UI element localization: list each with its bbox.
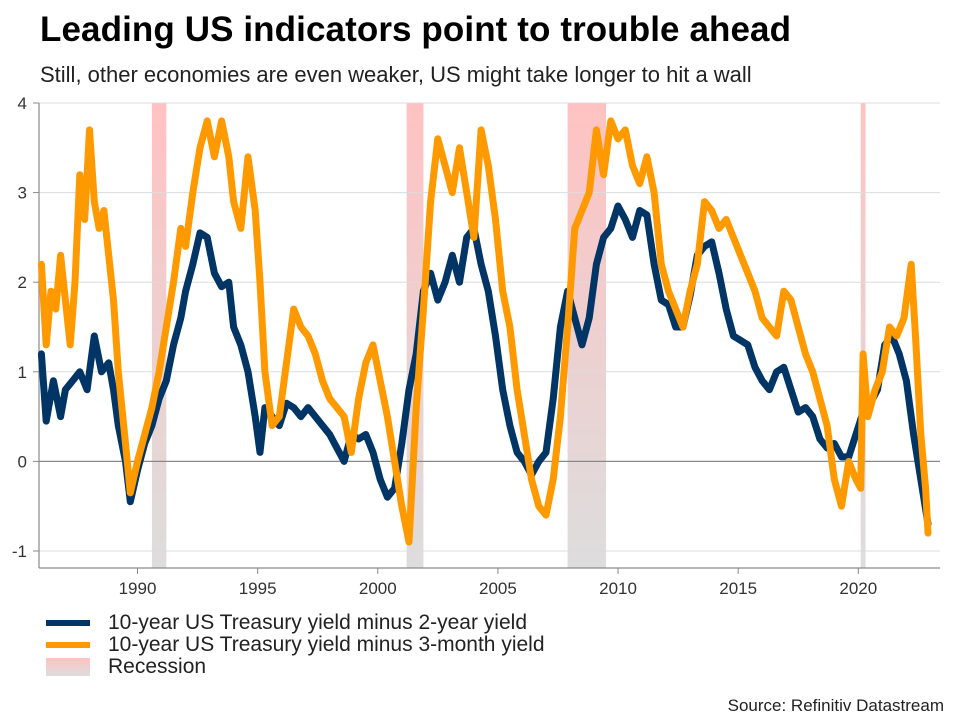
legend-swatch-orange-line — [46, 642, 90, 648]
source-note: Source: Refinitiv Datastream — [727, 696, 944, 715]
legend-item-recession: Recession — [46, 655, 545, 678]
chart-title: Leading US indicators point to trouble a… — [40, 10, 792, 49]
y-tick-label: 2 — [18, 273, 27, 292]
recession-band — [151, 103, 167, 568]
y-tick-label: -1 — [12, 542, 27, 561]
y-tick-label: 4 — [18, 94, 27, 113]
legend: 10-year US Treasury yield minus 2-year y… — [46, 611, 545, 678]
y-tick-label: 0 — [18, 452, 27, 471]
legend-label: 10-year US Treasury yield minus 3-month … — [108, 633, 545, 656]
x-tick-label: 2015 — [719, 579, 757, 598]
chart-subtitle: Still, other economies are even weaker, … — [40, 62, 752, 87]
x-tick-label: 2020 — [839, 579, 877, 598]
legend-swatch-navy-line — [46, 620, 90, 626]
series-lines — [37, 117, 932, 546]
x-tick-label: 1995 — [239, 579, 277, 598]
y-tick-label: 3 — [18, 184, 27, 203]
series-line-10y-minus-3m — [37, 117, 932, 546]
legend-swatch-recession-band — [46, 658, 90, 676]
legend-item-3m-spread: 10-year US Treasury yield minus 3-month … — [46, 633, 545, 656]
recession-band — [860, 103, 866, 568]
x-tick-label: 2010 — [599, 579, 637, 598]
axes: -1 0 1 2 3 4 1990 1995 2000 2005 2010 2015 2020 — [12, 94, 940, 598]
x-tick-label: 2000 — [359, 579, 397, 598]
x-tick-label: 2005 — [479, 579, 517, 598]
legend-label: 10-year US Treasury yield minus 2-year y… — [108, 611, 527, 634]
x-tick-label: 1990 — [119, 579, 157, 598]
legend-item-2y-spread: 10-year US Treasury yield minus 2-year y… — [46, 611, 545, 634]
legend-label: Recession — [108, 655, 207, 678]
y-tick-label: 1 — [18, 363, 27, 382]
